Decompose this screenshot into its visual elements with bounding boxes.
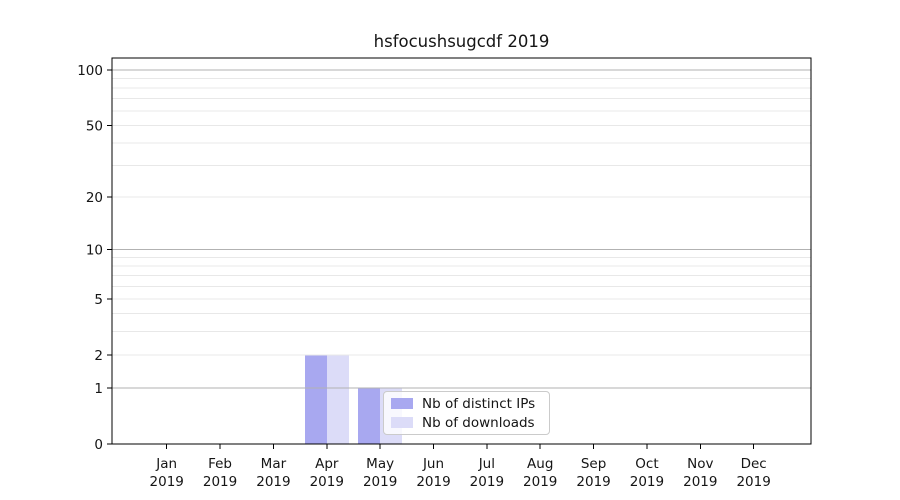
x-tick-label-month-may: May [366,456,394,472]
x-tick-label-year-mar: 2019 [256,474,290,490]
y-tick-label-5: 5 [94,292,103,308]
x-tick-label-month-jun: Jun [422,456,444,472]
y-tick-label-20: 20 [86,190,103,206]
x-tick-label-month-mar: Mar [261,456,287,472]
y-tick-label-50: 50 [86,118,103,134]
x-tick-label-month-oct: Oct [635,456,658,472]
bar-nb-of-distinct-ips-may [358,387,381,444]
x-tick-label-year-dec: 2019 [736,474,770,490]
x-tick-label-month-dec: Dec [741,456,767,472]
x-tick-label-month-feb: Feb [208,456,232,472]
x-tick-label-year-jun: 2019 [416,474,450,490]
axes-frame [111,57,812,445]
x-tick-label-month-sep: Sep [581,456,606,472]
x-tick-label-month-aug: Aug [527,456,553,472]
legend-swatch-distinct-ips [391,398,413,409]
legend-label-downloads: Nb of downloads [422,414,535,431]
legend-label-distinct-ips: Nb of distinct IPs [422,395,536,412]
x-tick-label-month-nov: Nov [687,456,713,472]
bar-nb-of-distinct-ips-apr [304,354,327,444]
bar-nb-of-downloads-apr [326,354,349,444]
x-tick-label-year-jan: 2019 [150,474,184,490]
x-tick-label-year-may: 2019 [363,474,397,490]
x-tick-label-year-apr: 2019 [310,474,344,490]
x-tick-label-year-aug: 2019 [523,474,557,490]
x-tick-label-month-jan: Jan [155,456,177,472]
y-tick-label-2: 2 [94,348,103,364]
legend-entry-distinct-ips: Nb of distinct IPs [391,396,543,412]
x-tick-label-month-apr: Apr [315,456,339,472]
x-tick-label-year-nov: 2019 [683,474,717,490]
y-tick-label-1: 1 [94,381,103,397]
y-tick-label-10: 10 [86,243,103,259]
legend-entry-downloads: Nb of downloads [391,415,543,431]
x-tick-label-month-jul: Jul [478,456,495,472]
x-tick-label-year-jul: 2019 [470,474,504,490]
x-tick-label-year-feb: 2019 [203,474,237,490]
legend: Nb of distinct IPs Nb of downloads [383,391,550,435]
y-tick-label-0: 0 [94,437,103,453]
legend-swatch-downloads [391,417,413,428]
chart-title: hsfocushsugcdf 2019 [373,32,550,51]
x-tick-label-year-oct: 2019 [630,474,664,490]
y-tick-label-100: 100 [77,63,103,79]
x-tick-label-year-sep: 2019 [576,474,610,490]
